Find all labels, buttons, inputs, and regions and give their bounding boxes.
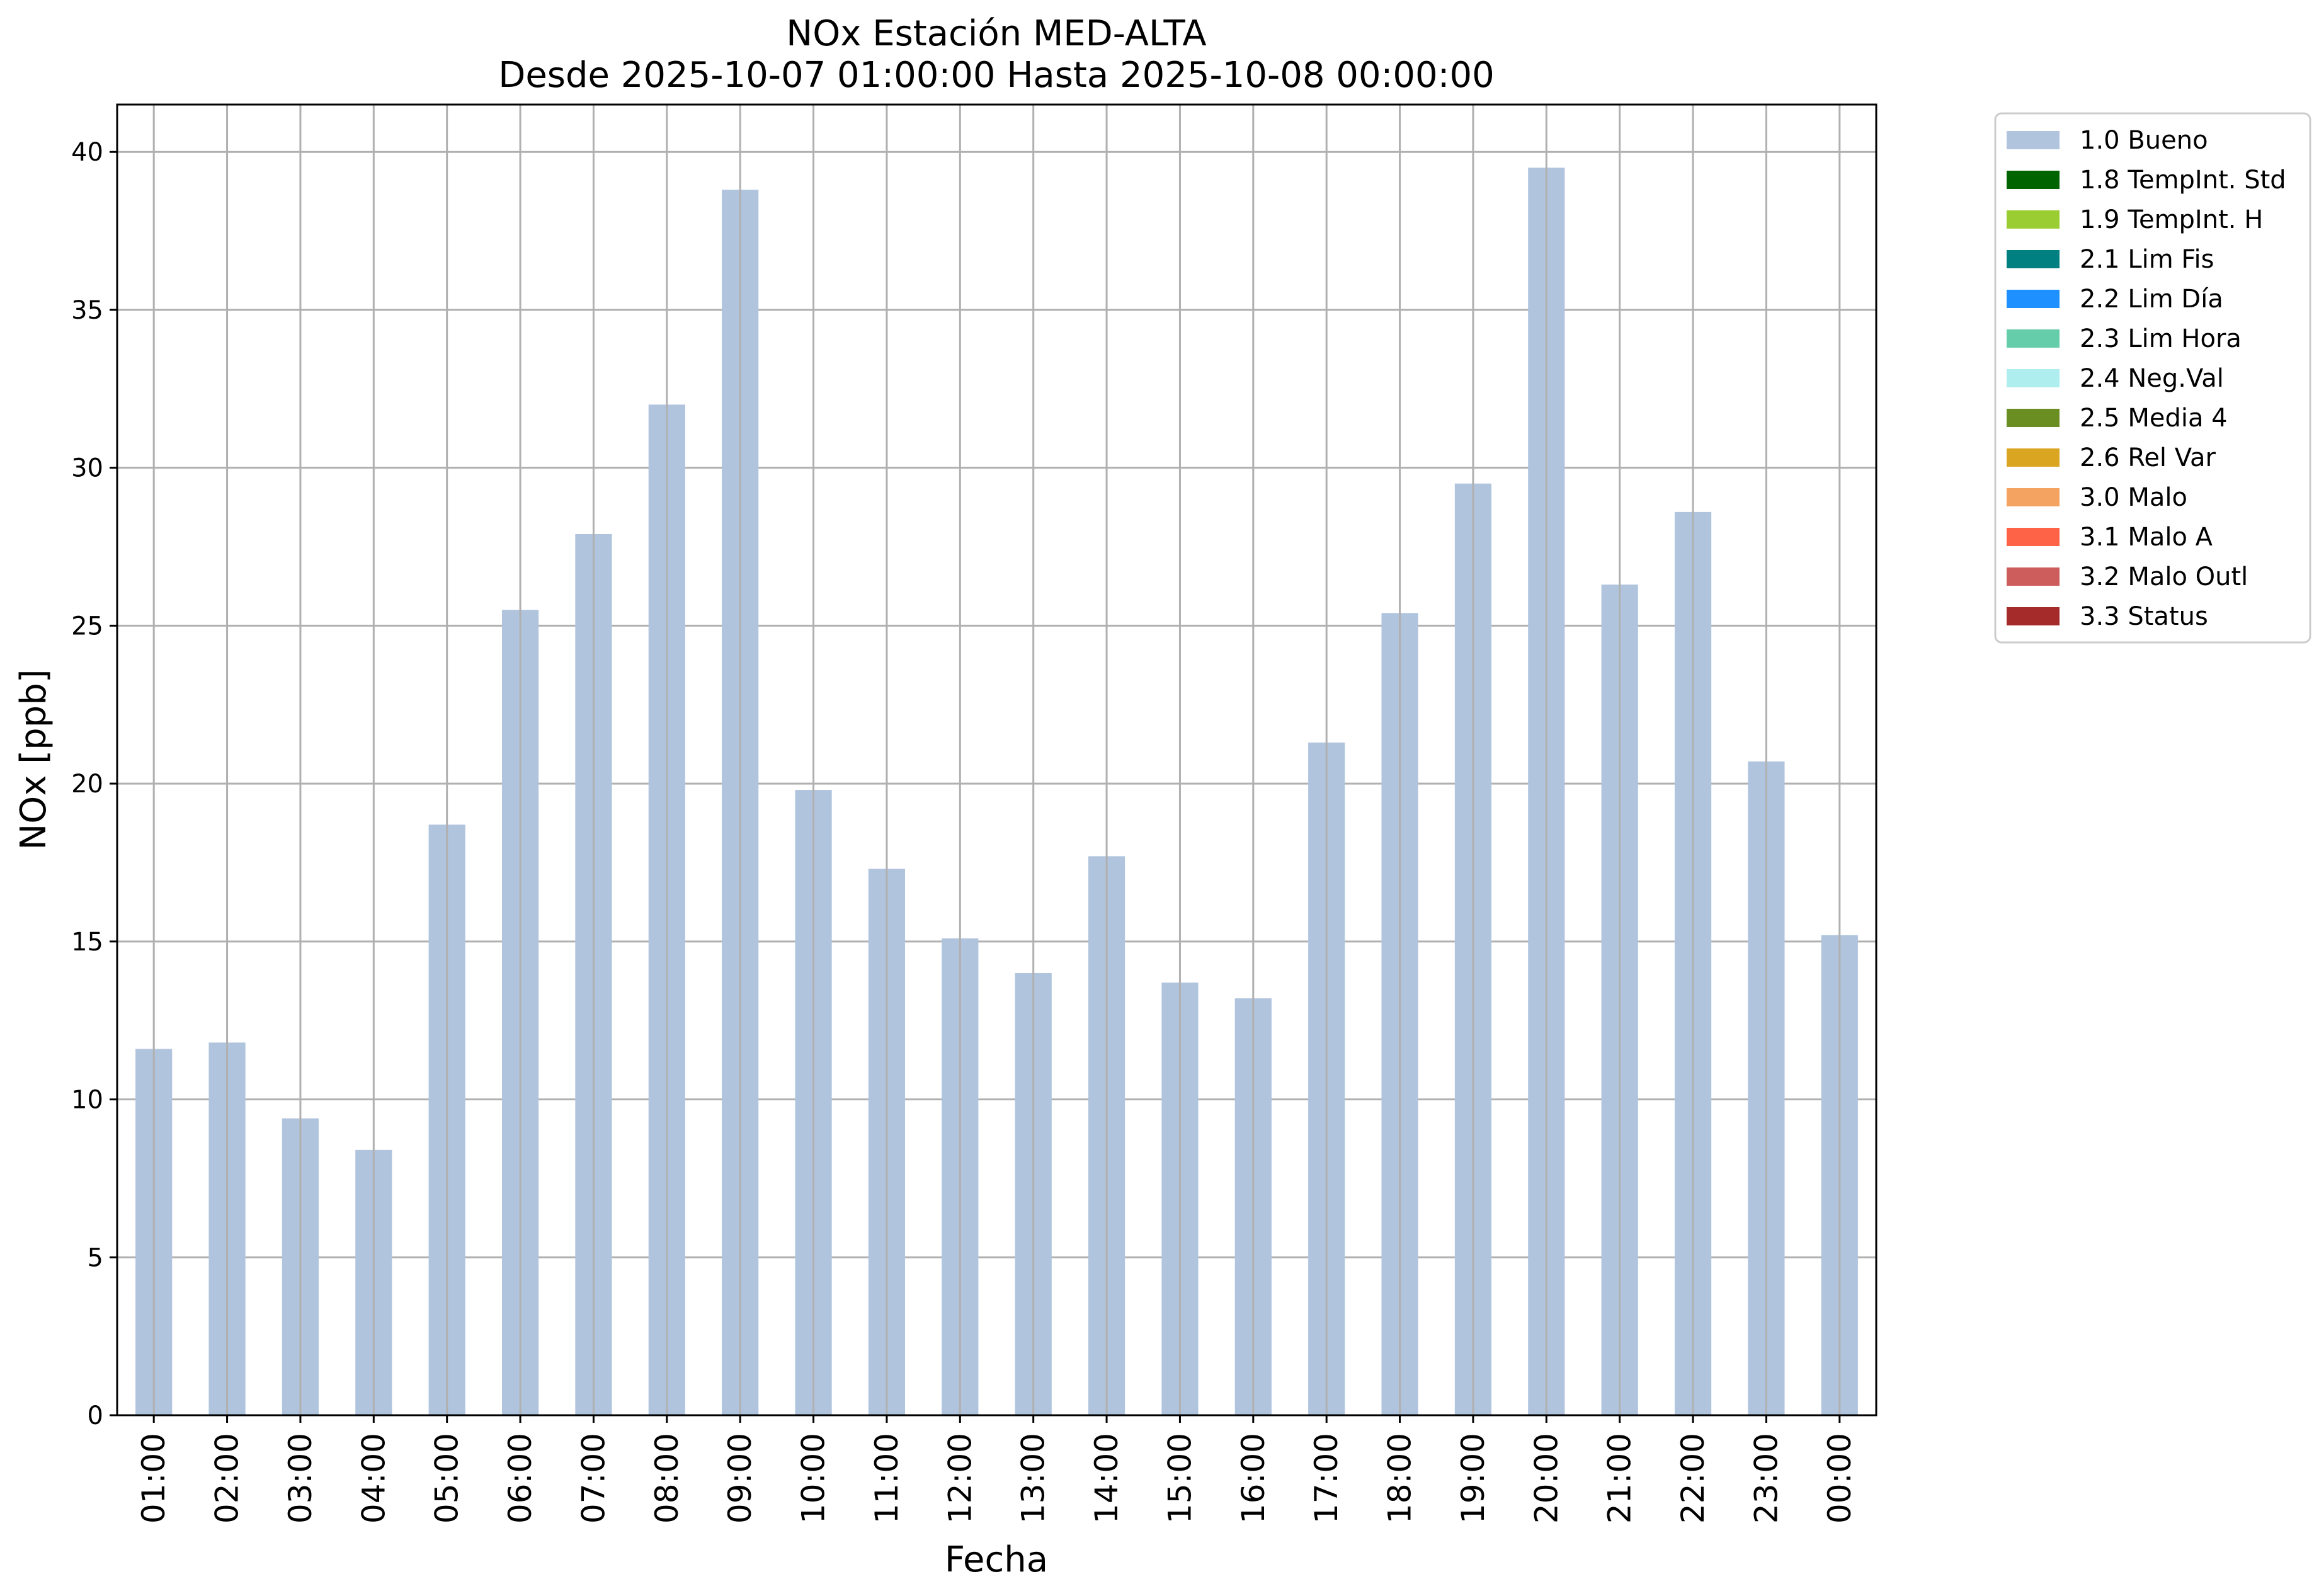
y-tick-label: 5 <box>88 1243 103 1272</box>
legend: 1.0 Bueno 1.8 TempInt. Std 1.9 TempInt. H 2… <box>1994 112 2311 644</box>
x-tick-label: 21:00 <box>1602 1433 1638 1524</box>
legend-swatch <box>2007 171 2060 189</box>
x-tick-label: 03:00 <box>282 1433 319 1524</box>
x-tick-label: 02:00 <box>209 1433 246 1524</box>
x-tick-label: 18:00 <box>1382 1433 1418 1524</box>
x-tick-label: 19:00 <box>1455 1433 1491 1524</box>
legend-frame <box>1994 112 2311 644</box>
legend-swatch <box>2007 329 2060 348</box>
legend-label: 2.3 Lim Hora <box>2080 324 2242 353</box>
legend-label: 3.2 Malo Outl <box>2080 562 2248 591</box>
x-tick-label: 00:00 <box>1821 1433 1858 1524</box>
legend-swatch <box>2007 409 2060 427</box>
plot-frame <box>116 103 1877 1416</box>
x-tick-label: 14:00 <box>1088 1433 1125 1524</box>
legend-label: 3.0 Malo <box>2080 483 2187 512</box>
x-tick-label: 22:00 <box>1675 1433 1711 1524</box>
y-axis-ticks: 0 5 10 15 20 25 30 35 40 <box>71 138 117 1430</box>
x-tick-label: 13:00 <box>1015 1433 1052 1524</box>
x-tick-label: 09:00 <box>722 1433 758 1524</box>
legend-swatch <box>2007 290 2060 308</box>
legend-label: 1.8 TempInt. Std <box>2080 166 2286 195</box>
y-tick-label: 0 <box>88 1401 103 1430</box>
legend-swatch <box>2007 210 2060 229</box>
x-axis-label: Fecha <box>945 1539 1048 1580</box>
legend-swatch <box>2007 448 2060 467</box>
x-tick-label: 16:00 <box>1235 1433 1272 1524</box>
x-tick-label: 06:00 <box>502 1433 538 1524</box>
y-tick-label: 25 <box>71 612 103 641</box>
chart-subtitle: Desde 2025-10-07 01:00:00 Hasta 2025-10-… <box>498 55 1495 96</box>
x-tick-label: 07:00 <box>575 1433 612 1524</box>
y-tick-label: 20 <box>71 770 103 799</box>
x-tick-label: 15:00 <box>1161 1433 1198 1524</box>
bars <box>135 168 1858 1416</box>
y-tick-label: 10 <box>71 1086 103 1115</box>
x-axis-ticks: 01:00 02:00 03:00 04:00 05:00 06:00 07:00 08:00… <box>135 1415 1858 1524</box>
chart-title: NOx Estación MED-ALTA <box>786 13 1206 54</box>
legend-swatch <box>2007 488 2060 506</box>
legend-swatch <box>2007 607 2060 625</box>
x-tick-label: 01:00 <box>135 1433 172 1524</box>
legend-label: 2.2 Lim Día <box>2080 285 2223 314</box>
x-tick-label: 23:00 <box>1748 1433 1784 1524</box>
legend-swatch <box>2007 528 2060 546</box>
x-grid-lines <box>152 105 1841 1415</box>
y-tick-label: 30 <box>71 454 103 483</box>
x-tick-label: 12:00 <box>942 1433 978 1524</box>
legend-label: 3.3 Status <box>2080 602 2208 631</box>
legend-label: 1.0 Bueno <box>2080 126 2208 155</box>
legend-label: 2.4 Neg.Val <box>2080 364 2224 393</box>
legend-swatch <box>2007 567 2060 586</box>
legend-swatch <box>2007 250 2060 268</box>
x-tick-label: 08:00 <box>649 1433 685 1524</box>
x-tick-label: 17:00 <box>1308 1433 1345 1524</box>
legend-swatch <box>2007 369 2060 387</box>
legend-swatch <box>2007 131 2060 149</box>
legend-label: 3.1 Malo A <box>2080 523 2213 552</box>
legend-label: 2.6 Rel Var <box>2080 443 2216 472</box>
x-tick-label: 04:00 <box>355 1433 392 1524</box>
x-tick-label: 20:00 <box>1528 1433 1564 1524</box>
y-tick-label: 35 <box>71 296 103 325</box>
legend-label: 2.5 Media 4 <box>2080 404 2228 433</box>
legend-label: 2.1 Lim Fis <box>2080 245 2214 274</box>
legend-label: 1.9 TempInt. H <box>2080 205 2263 234</box>
x-tick-label: 10:00 <box>795 1433 832 1524</box>
y-tick-label: 15 <box>71 928 103 957</box>
grid-lines <box>117 151 1876 1416</box>
y-axis-label: NOx [ppb] <box>13 669 54 850</box>
y-tick-label: 40 <box>71 138 103 167</box>
x-tick-label: 05:00 <box>429 1433 465 1524</box>
x-tick-label: 11:00 <box>869 1433 905 1524</box>
